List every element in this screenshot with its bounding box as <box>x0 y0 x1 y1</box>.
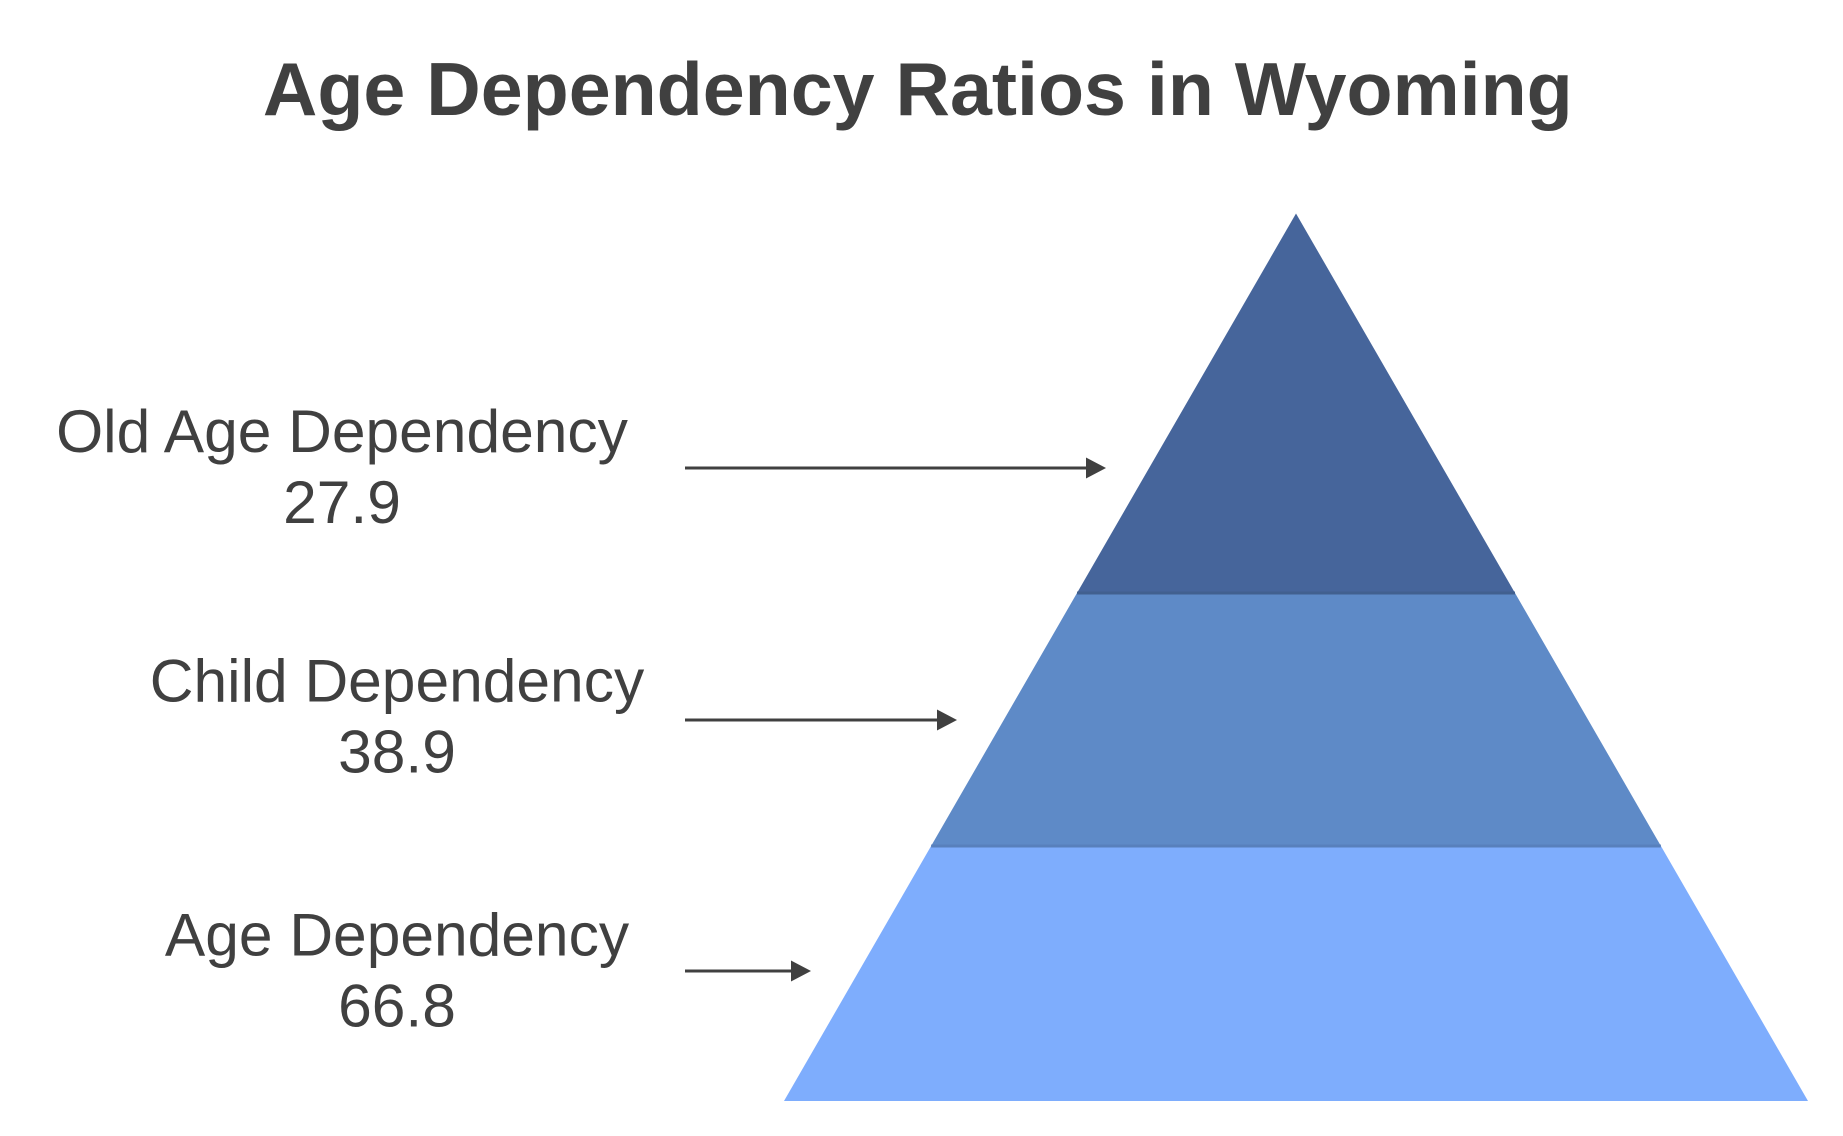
svg-text:Child Dependency: Child Dependency <box>150 647 645 715</box>
svg-text:Age Dependency: Age Dependency <box>165 901 630 969</box>
svg-text:Age Dependency Ratios in Wyomi: Age Dependency Ratios in Wyoming <box>263 47 1573 131</box>
svg-text:27.9: 27.9 <box>283 468 401 536</box>
svg-text:Old Age Dependency: Old Age Dependency <box>56 397 629 465</box>
svg-text:38.9: 38.9 <box>338 718 456 786</box>
svg-text:66.8: 66.8 <box>338 972 456 1040</box>
